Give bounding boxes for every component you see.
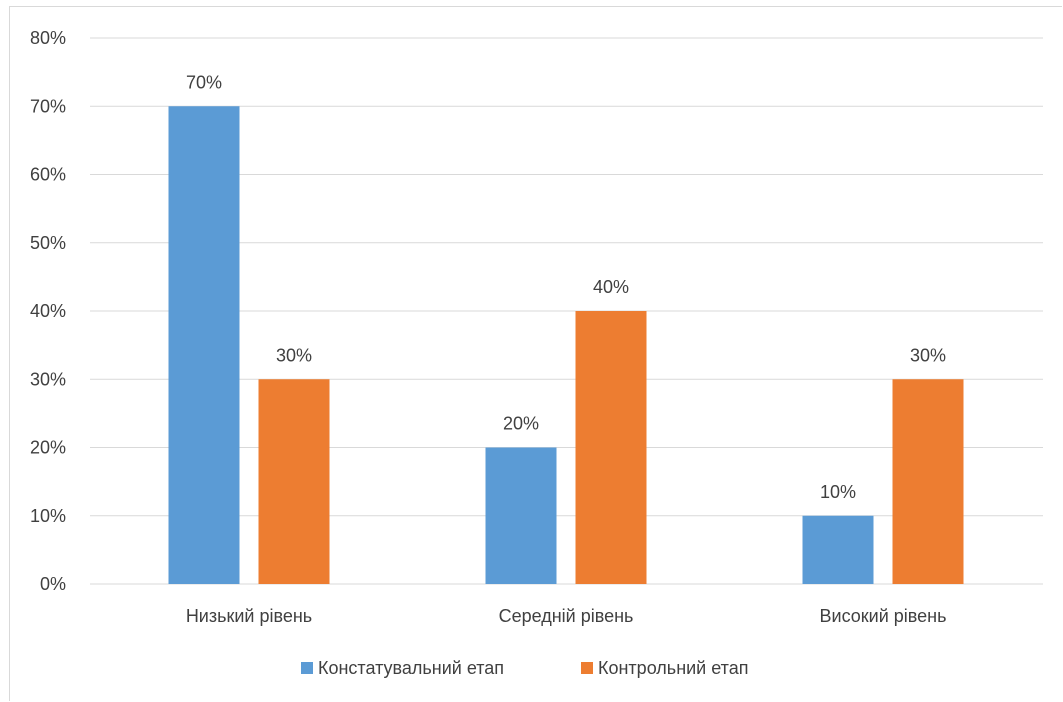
- y-tick-label: 10%: [30, 506, 66, 526]
- y-axis-tick-labels: 0% 10% 20% 30% 40% 50% 60% 70% 80%: [30, 28, 66, 594]
- data-label: 30%: [910, 345, 946, 365]
- bar-1-2: [485, 447, 557, 584]
- x-category-label: Середній рівень: [499, 606, 634, 626]
- x-category-label: Низький рівень: [186, 606, 312, 626]
- x-category-label: Високий рівень: [820, 606, 947, 626]
- legend-swatch-series-1: [301, 662, 313, 674]
- gridlines: [90, 37, 1043, 585]
- y-tick-label: 50%: [30, 233, 66, 253]
- y-tick-label: 60%: [30, 165, 66, 185]
- legend-swatch-series-2: [581, 662, 593, 674]
- y-tick-label: 40%: [30, 301, 66, 321]
- legend-label-series-2: Контрольний етап: [598, 658, 748, 678]
- bar-2-3: [892, 379, 964, 584]
- y-tick-label: 80%: [30, 28, 66, 48]
- data-label: 70%: [186, 72, 222, 92]
- bar-2-2: [575, 311, 647, 584]
- data-labels: 70% 30% 20% 40% 10% 30%: [186, 72, 946, 502]
- data-label: 10%: [820, 482, 856, 502]
- bar-1-3: [802, 515, 874, 584]
- y-tick-label: 0%: [40, 574, 66, 594]
- bar-1-1: [168, 106, 240, 584]
- bars: [168, 106, 964, 584]
- x-axis-category-labels: Низький рівень Середній рівень Високий рів…: [186, 606, 947, 626]
- legend: Констатувальний етап Контрольний етап: [301, 658, 748, 678]
- chart-frame: [9, 6, 1062, 701]
- data-label: 30%: [276, 345, 312, 365]
- bar-2-1: [258, 379, 330, 584]
- data-label: 40%: [593, 277, 629, 297]
- legend-label-series-1: Констатувальний етап: [318, 658, 504, 678]
- y-tick-label: 70%: [30, 96, 66, 116]
- y-tick-label: 20%: [30, 438, 66, 458]
- y-tick-label: 30%: [30, 369, 66, 389]
- data-label: 20%: [503, 414, 539, 434]
